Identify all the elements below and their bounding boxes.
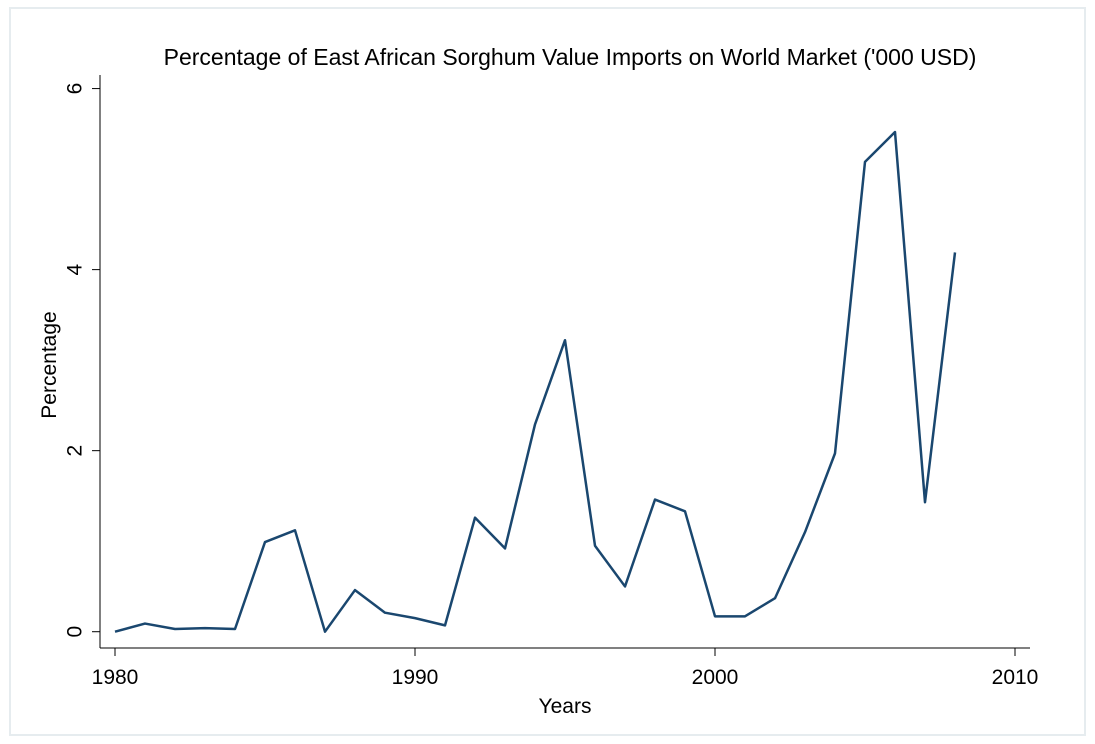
y-axis-label: Percentage — [38, 311, 61, 418]
y-tick-label: 4 — [64, 263, 87, 275]
x-axis-label: Years — [539, 695, 592, 718]
x-tick-label: 1990 — [392, 666, 439, 689]
chart-title: Percentage of East African Sorghum Value… — [164, 44, 977, 70]
data-line — [114, 130, 957, 633]
y-tick-label: 6 — [64, 83, 87, 95]
chart-frame — [9, 7, 1086, 736]
x-tick-label: 2000 — [692, 666, 739, 689]
y-tick-label: 0 — [64, 626, 87, 638]
y-tick-label: 2 — [64, 445, 87, 457]
x-tick-label: 1980 — [92, 666, 139, 689]
x-tick-label: 2010 — [992, 666, 1039, 689]
